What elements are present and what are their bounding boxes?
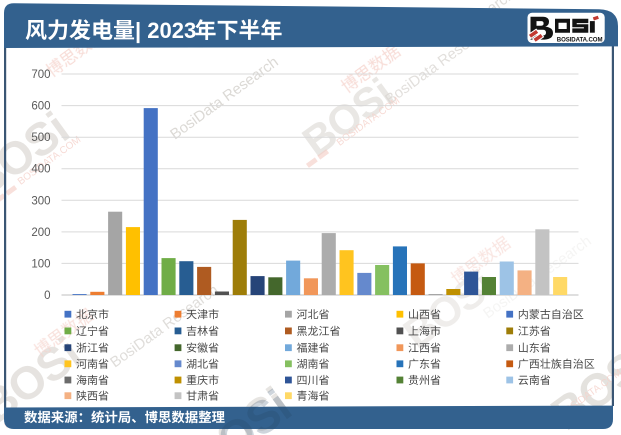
svg-text:0: 0 — [44, 290, 50, 302]
svg-text:500: 500 — [31, 132, 50, 144]
svg-text:600: 600 — [31, 101, 50, 113]
svg-text:BOSIDATA.COM: BOSIDATA.COM — [557, 36, 603, 43]
svg-text:200: 200 — [31, 227, 50, 239]
svg-text:| 2023: | 2023 — [135, 18, 196, 43]
svg-text:700: 700 — [31, 69, 50, 81]
svg-text:400: 400 — [31, 164, 50, 176]
svg-text:100: 100 — [31, 258, 50, 270]
svg-text:300: 300 — [31, 195, 50, 207]
